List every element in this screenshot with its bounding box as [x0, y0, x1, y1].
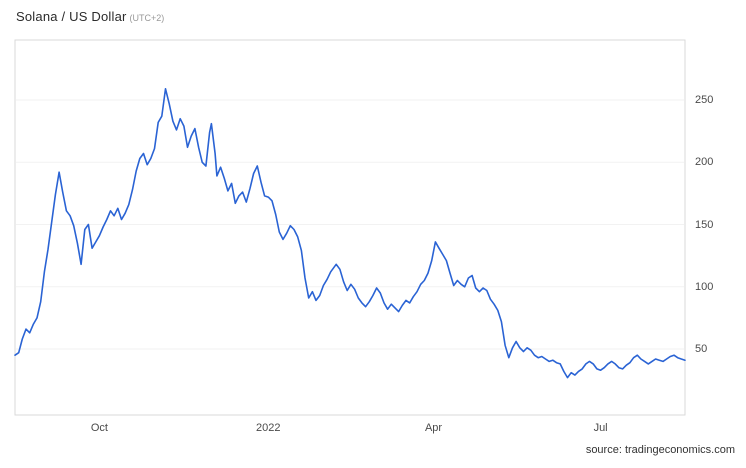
gridlines — [16, 99, 684, 350]
y-axis-label: 50 — [695, 343, 708, 355]
x-axis-label: Apr — [424, 422, 443, 434]
y-axis-label: 100 — [695, 280, 714, 293]
x-axis-label: 2022 — [256, 422, 281, 434]
y-axis-label: 250 — [695, 94, 714, 106]
y-axis-label: 150 — [695, 218, 714, 231]
timezone-label: (UTC+2) — [129, 13, 165, 23]
price-line — [14, 88, 686, 379]
plot-border — [14, 39, 686, 416]
price-series-solana — [14, 88, 686, 379]
page-title: Solana / US Dollar — [16, 9, 127, 24]
source-link[interactable]: source: tradingeconomics.com — [585, 444, 735, 456]
x-axis-label: Jul — [593, 422, 608, 434]
y-axis-label: 200 — [695, 156, 714, 169]
chart-header: Solana / US Dollar (UTC+2) — [16, 8, 164, 26]
x-axis-label: Oct — [90, 422, 108, 434]
